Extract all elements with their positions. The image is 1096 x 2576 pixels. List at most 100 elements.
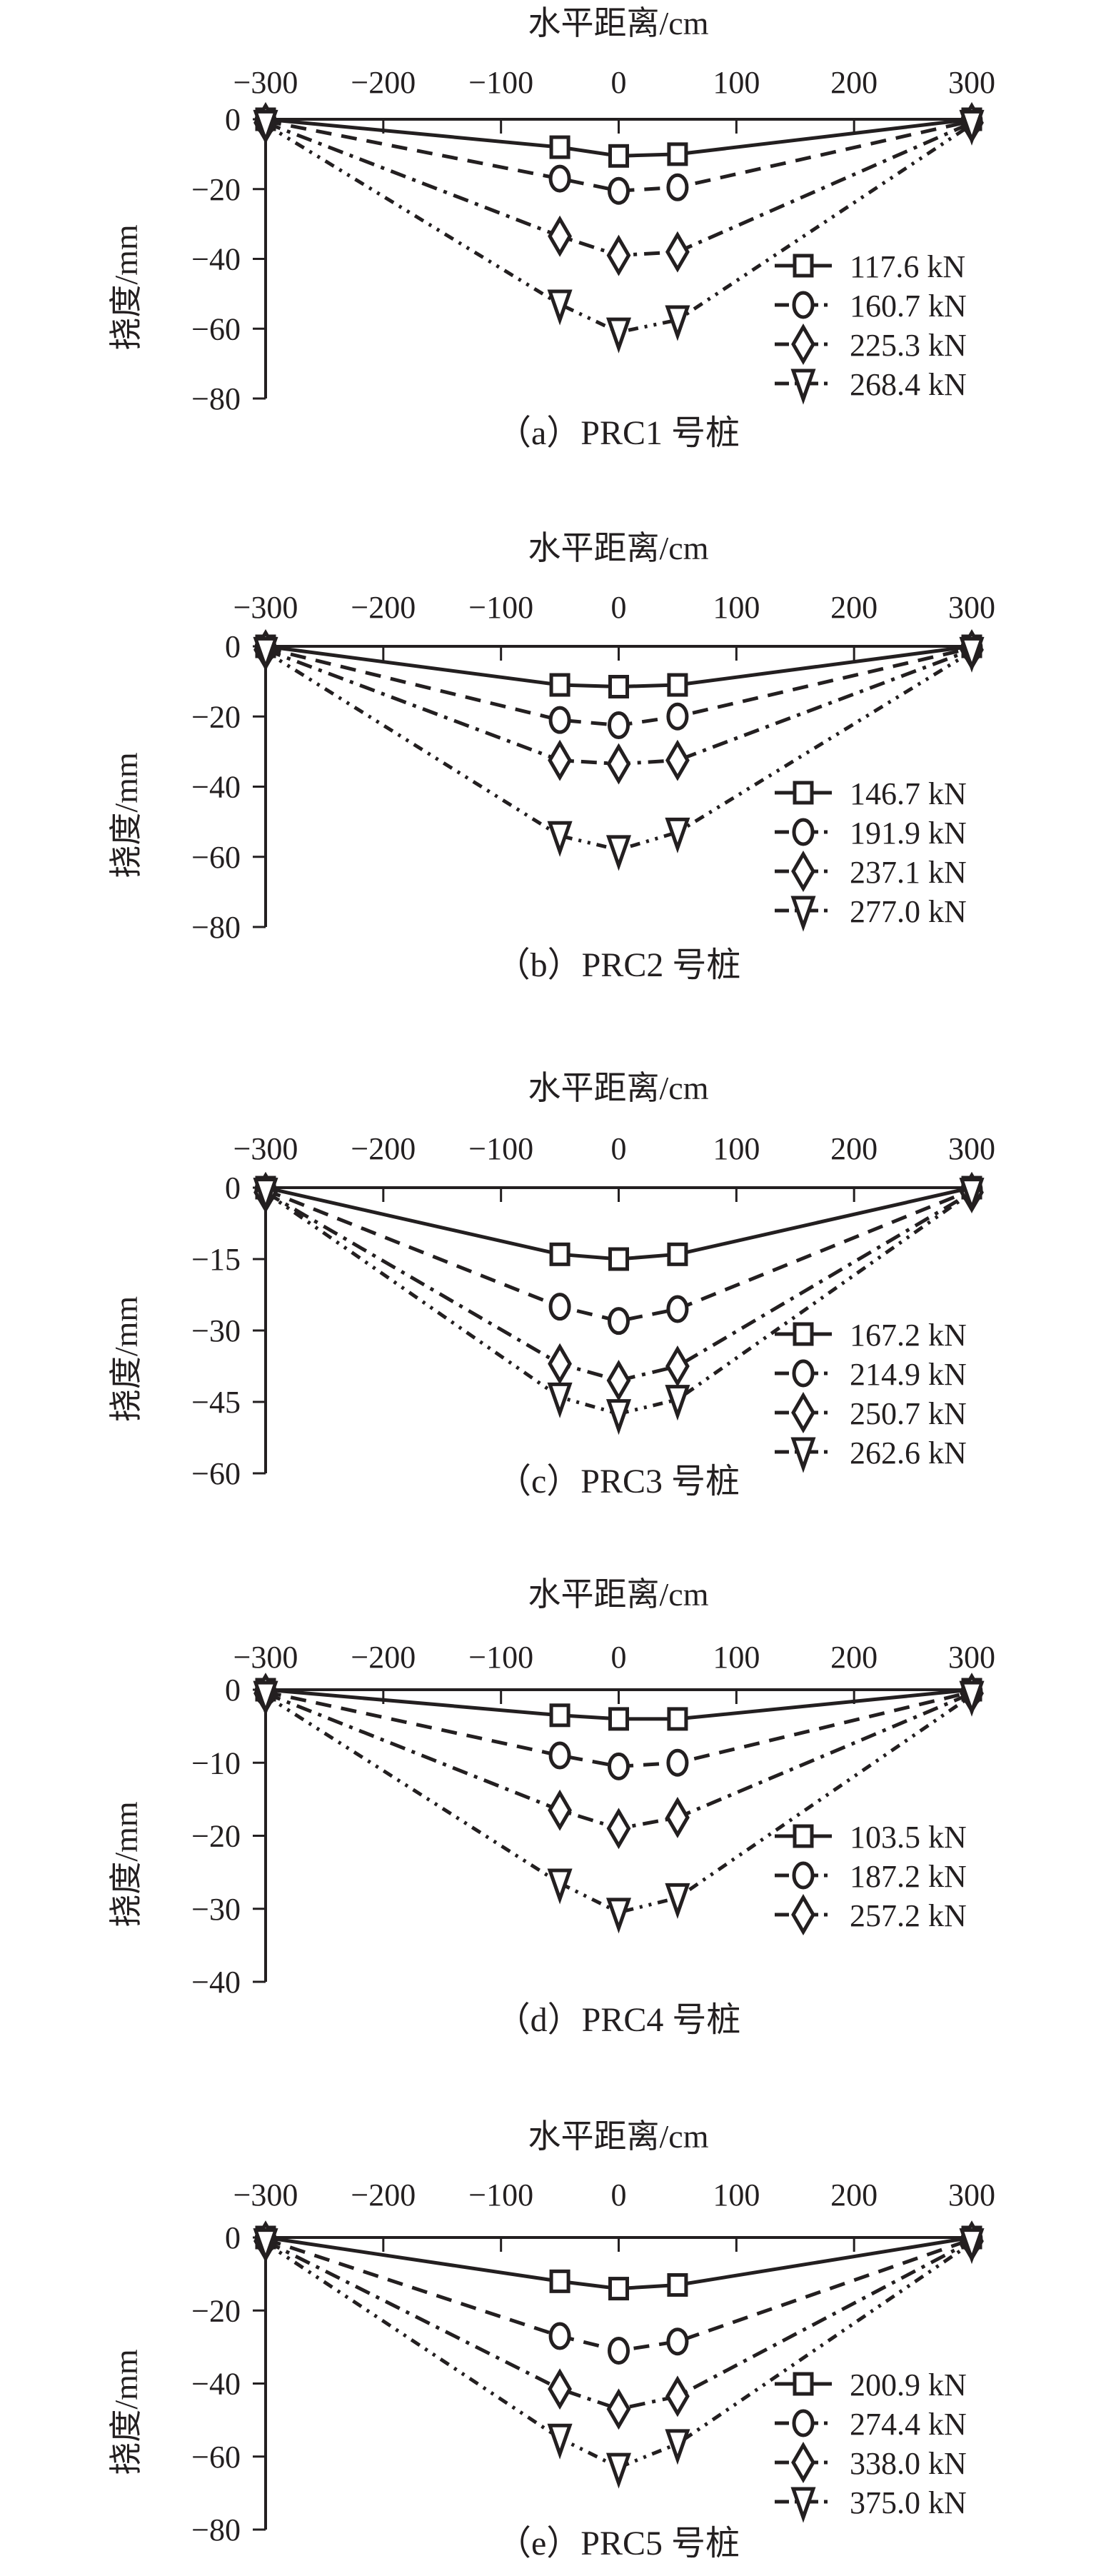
series-line-3	[264, 123, 973, 334]
x-tick-label: 100	[713, 1640, 760, 1675]
data-point-square	[549, 673, 570, 697]
series-line-1	[265, 1188, 972, 1323]
data-point-square	[549, 135, 570, 159]
y-tick-label: 0	[225, 2220, 241, 2255]
data-point-triangle-down	[665, 817, 690, 853]
y-tick-label: −60	[191, 2440, 241, 2475]
legend-marker-square	[793, 2372, 814, 2396]
data-point-triangle-down	[959, 109, 985, 146]
x-tick-label: −300	[233, 590, 298, 625]
y-tick-label: −20	[191, 172, 241, 207]
x-tick-label: −100	[468, 1640, 533, 1675]
y-axis-title: 挠度/mm	[108, 752, 144, 878]
data-point-triangle-down	[605, 2452, 632, 2489]
data-point-triangle-down	[665, 1883, 690, 1919]
legend-marker-triangle-down	[790, 369, 816, 405]
data-point-diamond	[606, 743, 631, 785]
x-tick-label: 0	[611, 65, 627, 100]
data-point-triangle-down	[547, 2423, 573, 2460]
data-point-circle	[608, 1307, 630, 1335]
y-tick-label: −20	[191, 2293, 241, 2328]
data-point-diamond	[548, 739, 572, 781]
x-tick-label: 100	[713, 590, 760, 625]
x-axis-title: 水平距离/cm	[528, 1070, 709, 1106]
x-axis-title: 水平距离/cm	[528, 530, 709, 566]
y-tick-label: 0	[225, 102, 241, 137]
x-tick-label: 100	[713, 2177, 760, 2212]
x-tick-label: −300	[233, 1131, 298, 1166]
data-point-square	[667, 673, 688, 697]
legend-marker-diamond	[791, 324, 815, 365]
chart-panel-b: 水平距离/cm −300 −200 −100 0 100 200 300 0 −20 −40 −60 −…	[108, 530, 995, 984]
legend-marker-circle	[792, 2409, 815, 2437]
chart-caption: （a）PRC1 号桩	[497, 414, 740, 452]
data-point-diamond	[665, 1345, 690, 1387]
legend-marker-triangle-down	[790, 896, 816, 932]
data-point-circle	[666, 1748, 689, 1777]
y-tick-label: 0	[225, 1673, 241, 1708]
data-point-triangle-down	[605, 835, 632, 871]
data-point-circle	[608, 1752, 630, 1780]
y-axis-title: 挠度/mm	[108, 1296, 144, 1423]
x-axis-title: 水平距离/cm	[528, 5, 709, 41]
data-point-square	[608, 1707, 629, 1731]
data-point-square	[667, 2272, 688, 2297]
legend-label: 277.0 kN	[850, 894, 967, 929]
legend-marker-square	[793, 781, 814, 805]
x-tick-label: 100	[713, 65, 760, 100]
y-tick-label: −40	[191, 242, 241, 277]
legend-label: 167.2 kN	[850, 1318, 967, 1353]
series-line-3	[264, 1191, 973, 1416]
y-tick-label: −10	[191, 1745, 241, 1780]
data-point-triangle-down	[547, 1868, 573, 1905]
y-tick-label: −60	[191, 1456, 241, 1491]
x-tick-label: 0	[611, 590, 627, 625]
x-tick-label: −200	[351, 2177, 416, 2212]
data-point-diamond	[665, 2375, 690, 2417]
data-point-circle	[548, 1741, 571, 1770]
data-point-triangle-down	[253, 1178, 278, 1214]
x-tick-label: −100	[468, 1131, 533, 1166]
data-point-square	[549, 2269, 570, 2293]
data-point-circle	[548, 2322, 571, 2350]
data-point-circle	[666, 2327, 689, 2356]
data-point-triangle-down	[605, 1399, 632, 1435]
data-point-diamond	[548, 2368, 572, 2410]
legend-label: 146.7 kN	[850, 776, 967, 811]
legend-marker-diamond	[791, 851, 815, 892]
data-point-triangle-down	[253, 1680, 278, 1717]
series-line-2	[264, 2239, 973, 2411]
data-point-diamond	[606, 2388, 631, 2430]
y-tick-label: −45	[191, 1385, 241, 1420]
data-point-triangle-down	[605, 1898, 632, 1934]
legend-label: 274.4 kN	[850, 2407, 967, 2442]
data-point-square	[667, 142, 688, 166]
y-axis-title: 挠度/mm	[108, 224, 144, 351]
data-point-circle	[666, 702, 689, 731]
data-point-diamond	[665, 231, 690, 273]
data-point-triangle-down	[547, 821, 573, 857]
data-point-diamond	[606, 234, 631, 276]
x-tick-label: 200	[830, 1640, 878, 1675]
y-tick-label: −40	[191, 1965, 241, 2000]
legend-marker-diamond	[791, 1392, 815, 1433]
chart-panel-e: 水平距离/cm −300 −200 −100 0 100 200 300 0 −20 −40 −60 −…	[108, 2118, 995, 2562]
x-axis-title: 水平距离/cm	[528, 2118, 709, 2155]
data-point-triangle-down	[253, 2228, 278, 2265]
data-point-circle	[548, 164, 571, 193]
data-point-triangle-down	[959, 1680, 985, 1717]
data-point-triangle-down	[959, 2228, 985, 2265]
data-point-triangle-down	[547, 1382, 573, 1418]
legend-marker-diamond	[791, 1894, 815, 1935]
legend-label: 214.9 kN	[850, 1357, 967, 1392]
x-axis-title: 水平距离/cm	[528, 1576, 709, 1613]
data-point-circle	[548, 706, 571, 734]
data-point-triangle-down	[605, 317, 632, 354]
data-point-diamond	[548, 1789, 572, 1831]
x-tick-label: −100	[468, 2177, 533, 2212]
data-point-square	[608, 144, 629, 168]
x-tick-label: −200	[351, 65, 416, 100]
data-point-triangle-down	[253, 636, 278, 673]
data-point-diamond	[548, 215, 572, 257]
y-tick-label: −30	[191, 1313, 241, 1348]
